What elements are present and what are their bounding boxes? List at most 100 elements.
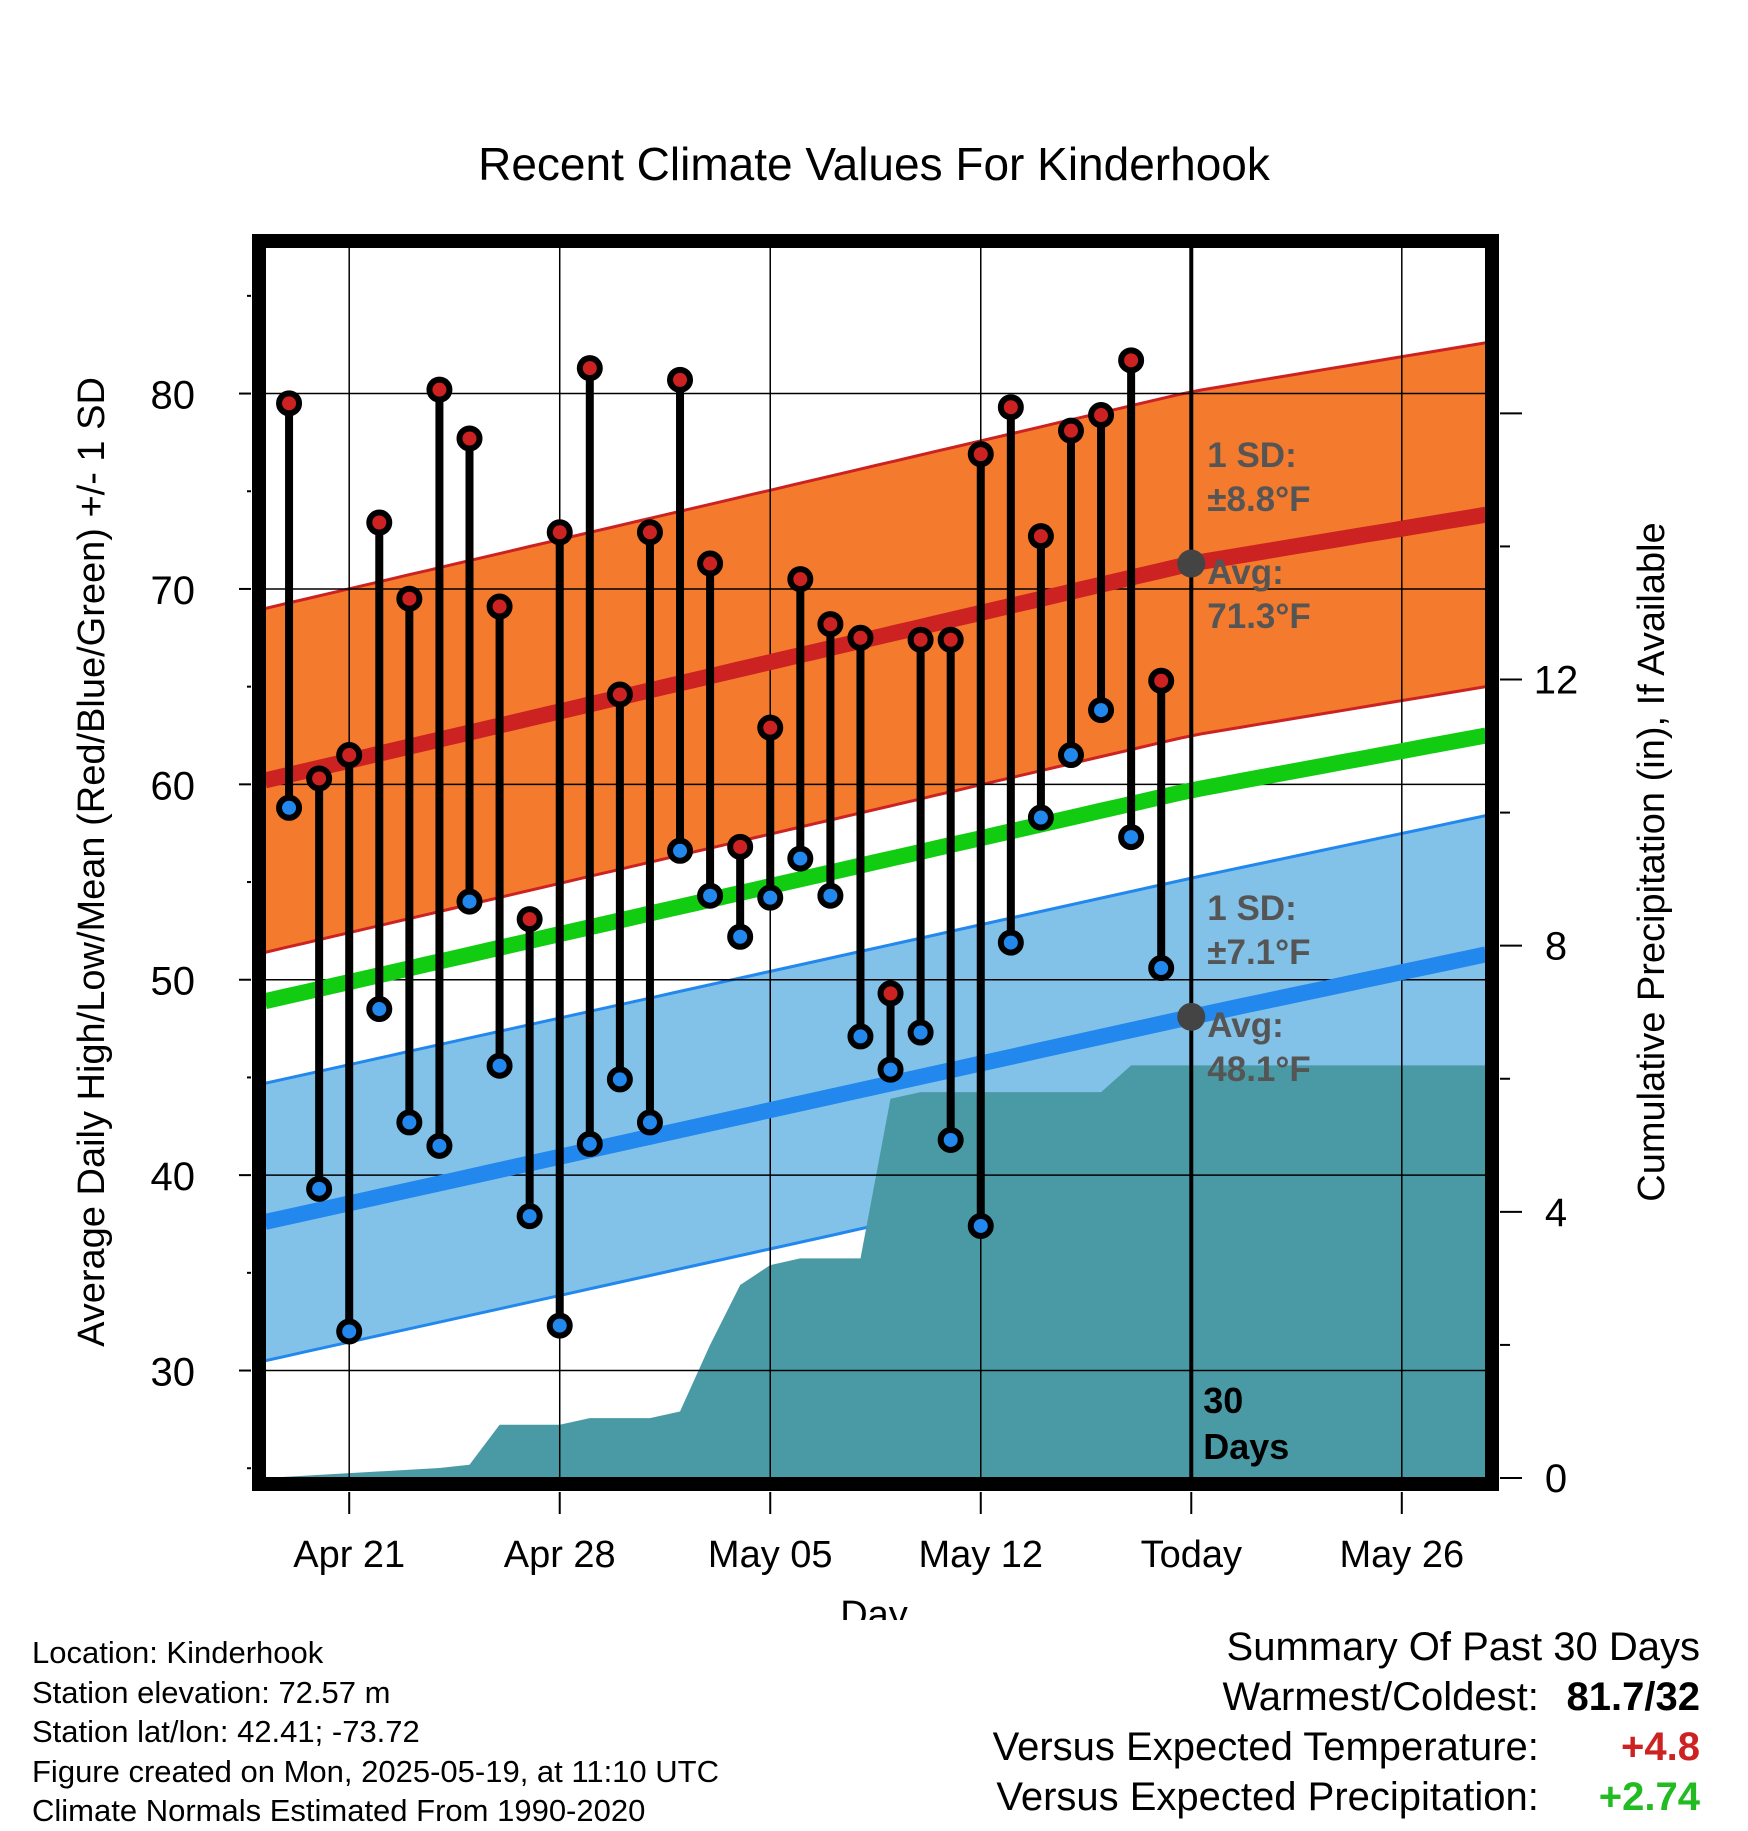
daily-high-point: [697, 550, 724, 577]
station-info: Location: Kinderhook Station elevation: …: [32, 1633, 719, 1831]
daily-low-point: [937, 1126, 964, 1153]
daily-low-point: [396, 1109, 423, 1136]
daily-high-point: [817, 611, 844, 638]
low-avg-label: Avg:: [1207, 1006, 1283, 1045]
daily-low-point: [576, 1130, 603, 1157]
daily-low-point: [757, 884, 784, 911]
daily-high-point: [336, 742, 363, 769]
daily-high-point: [306, 765, 333, 792]
elevation-text: Station elevation: 72.57 m: [32, 1674, 391, 1710]
daily-high-point: [787, 566, 814, 593]
y2-tick-label: 8: [1545, 925, 1567, 969]
daily-high-point: [516, 906, 543, 933]
daily-low-point: [787, 845, 814, 872]
low-avg-value: 48.1°F: [1207, 1050, 1311, 1089]
summary-title: Summary Of Past 30 Days: [1226, 1625, 1700, 1669]
precip-anomaly-label: Versus Expected Precipitation:: [996, 1775, 1539, 1819]
summary-warmest-row: Warmest/Coldest: 81.7/32: [993, 1672, 1701, 1722]
high-sd-value: ±8.8°F: [1207, 480, 1310, 519]
daily-high-point: [727, 833, 754, 860]
location-text: Location: Kinderhook: [32, 1635, 324, 1670]
normals-text: Climate Normals Estimated From 1990-2020: [32, 1793, 646, 1828]
daily-low-point: [697, 882, 724, 909]
daily-high-point: [1057, 417, 1084, 444]
daily-high-point: [1088, 402, 1115, 429]
daily-low-point: [907, 1019, 934, 1046]
y-tick-label: 30: [151, 1351, 196, 1395]
x-tick-label: May 26: [1339, 1534, 1464, 1576]
daily-high-point: [396, 585, 423, 612]
latlon-text: Station lat/lon: 42.41; -73.72: [32, 1714, 420, 1749]
daily-low-point: [306, 1175, 333, 1202]
daily-high-point: [546, 519, 573, 546]
temp-anomaly-label: Versus Expected Temperature:: [992, 1725, 1539, 1769]
precipitation-area: [265, 1065, 1486, 1478]
daily-high-point: [426, 376, 453, 403]
daily-high-point: [456, 425, 483, 452]
daily-high-point: [1027, 523, 1054, 550]
daily-low-point: [546, 1312, 573, 1339]
daily-high-point: [1148, 667, 1175, 694]
daily-low-point: [997, 929, 1024, 956]
daily-low-point: [636, 1109, 663, 1136]
high-sd-label: 1 SD:: [1207, 436, 1296, 475]
daily-high-point: [276, 390, 303, 417]
daily-low-point: [1148, 955, 1175, 982]
daily-low-point: [366, 996, 393, 1023]
warmest-label: Warmest/Coldest:: [1222, 1675, 1539, 1719]
daily-low-point: [1118, 824, 1145, 851]
summary-precip-row: Versus Expected Precipitation: +2.74: [993, 1772, 1700, 1822]
daily-high-point: [877, 980, 904, 1007]
summary-temp-row: Versus Expected Temperature: +4.8: [993, 1722, 1700, 1772]
daily-low-point: [426, 1132, 453, 1159]
today-high-avg-marker: [1177, 549, 1206, 578]
plot-frame: [252, 234, 1499, 1491]
daily-low-point: [727, 923, 754, 950]
daily-high-point: [1118, 347, 1145, 374]
daily-low-point: [967, 1212, 994, 1239]
low-sd-value: ±7.1°F: [1207, 933, 1310, 972]
daily-high-point: [937, 626, 964, 653]
y2-tick-label: 0: [1545, 1457, 1567, 1501]
y2-tick-label: 12: [1534, 659, 1579, 703]
x-tick-label: May 12: [918, 1534, 1043, 1576]
daily-high-point: [576, 355, 603, 382]
summary-panel: Summary Of Past 30 Days Warmest/Coldest:…: [993, 1622, 1700, 1822]
daily-low-point: [486, 1052, 513, 1079]
low-sd-upper-edge: [265, 814, 1486, 1085]
low-sd-label: 1 SD:: [1207, 889, 1296, 928]
climate-chart: Recent Climate Values For Kinderhook 1 S…: [71, 138, 1673, 1620]
daily-high-point: [606, 681, 633, 708]
daily-high-point: [667, 366, 694, 393]
y-tick-label: 50: [151, 960, 196, 1004]
plot-area: [265, 247, 1486, 1478]
daily-low-point: [847, 1023, 874, 1050]
precip-anomaly-value: +2.74: [1598, 1775, 1700, 1819]
daily-low-point: [276, 794, 303, 821]
daily-low-point: [817, 882, 844, 909]
y-axis-title: Average Daily High/Low/Mean (Red/Blue/Gr…: [71, 377, 113, 1347]
daily-low-point: [667, 837, 694, 864]
daily-high-point: [907, 626, 934, 653]
today-window-count: 30: [1203, 1380, 1243, 1421]
daily-low-point: [1057, 742, 1084, 769]
daily-low-point: [1027, 804, 1054, 831]
y-tick-label: 80: [151, 374, 196, 418]
daily-high-point: [967, 441, 994, 468]
high-avg-value: 71.3°F: [1207, 597, 1311, 636]
daily-low-point: [1088, 697, 1115, 724]
daily-high-point: [366, 509, 393, 536]
low-avg-line: [265, 946, 1486, 1230]
daily-low-point: [606, 1066, 633, 1093]
daily-high-point: [636, 519, 663, 546]
y-tick-label: 70: [151, 569, 196, 613]
daily-high-point: [486, 593, 513, 620]
created-text: Figure created on Mon, 2025-05-19, at 11…: [32, 1753, 719, 1789]
temp-anomaly-value: +4.8: [1621, 1725, 1700, 1769]
x-tick-label: May 05: [708, 1534, 833, 1576]
high-sd-band: [265, 342, 1486, 953]
x-tick-label: Apr 21: [293, 1534, 405, 1576]
y-tick-label: 40: [151, 1155, 196, 1199]
daily-low-point: [456, 888, 483, 915]
today-low-avg-marker: [1177, 1002, 1206, 1031]
